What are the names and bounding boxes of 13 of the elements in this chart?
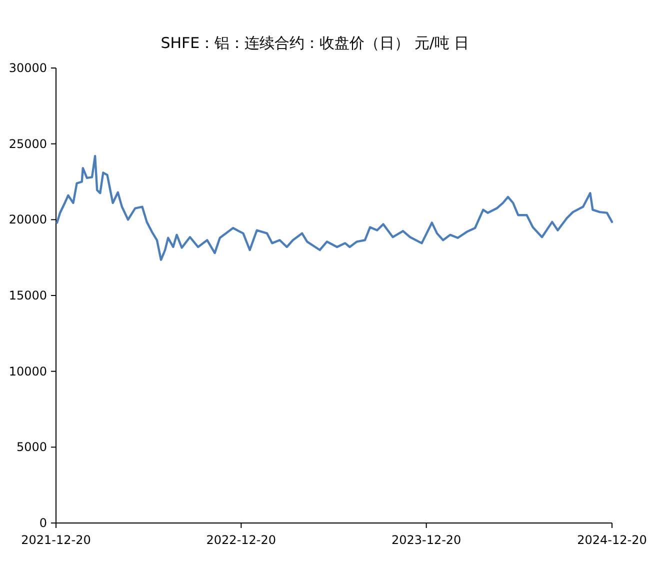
y-tick-label: 0 [39,516,47,530]
x-tick-label: 2022-12-20 [206,533,276,547]
x-tick-label: 2024-12-20 [577,533,647,547]
y-tick-label: 30000 [8,61,47,75]
y-tick-label: 10000 [8,364,47,378]
x-tick-label: 2023-12-20 [391,533,462,547]
line-series [56,154,614,261]
y-tick-label: 5000 [16,440,47,454]
y-tick-label: 15000 [8,288,47,302]
y-tick-label: 25000 [8,136,47,151]
x-tick-label: 2021-12-20 [21,533,91,547]
chart-title: SHFE：铝：连续合约：收盘价（日） 元/吨 日 [160,34,470,52]
y-tick-label: 20000 [8,212,47,227]
